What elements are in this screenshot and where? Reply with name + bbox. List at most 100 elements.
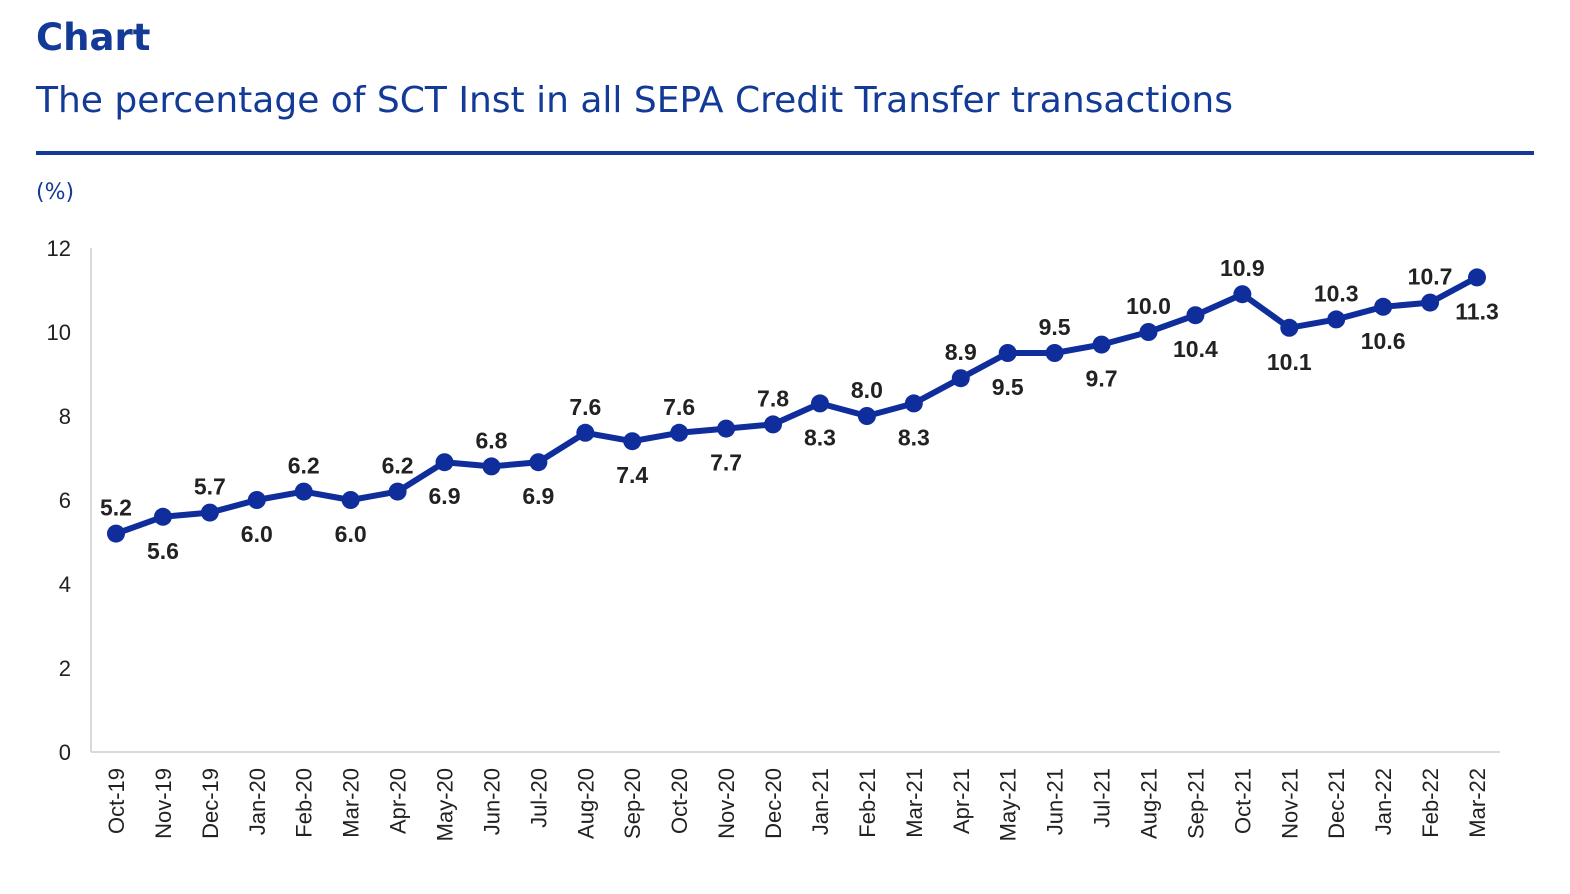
- x-axis-ticks: Oct-19 Nov-19 Dec-19 Jan-20 Feb-20 Mar-20 Apr-…: [104, 768, 1490, 841]
- y-tick-label: 8: [59, 404, 71, 429]
- series-line: [114, 274, 1479, 537]
- data-label: 5.7: [194, 474, 226, 500]
- data-label: 8.0: [851, 377, 883, 403]
- data-label: 7.6: [569, 394, 601, 420]
- data-label: 11.3: [1455, 298, 1499, 324]
- y-tick-label: 2: [59, 656, 71, 681]
- y-axis-unit-label: (%): [36, 180, 75, 205]
- y-tick-label: 0: [59, 740, 71, 765]
- x-tick-label: Feb-22: [1418, 768, 1443, 838]
- y-axis-ticks: 0 2 4 6 8 10 12: [47, 236, 71, 765]
- data-point: [764, 415, 783, 434]
- data-label: 6.2: [382, 453, 414, 479]
- data-label: 8.9: [945, 339, 977, 365]
- x-tick-label: Dec-19: [198, 768, 223, 839]
- x-tick-label: Jan-22: [1371, 768, 1396, 835]
- data-point: [1139, 323, 1158, 341]
- data-point: [529, 453, 548, 472]
- data-label: 6.0: [335, 521, 367, 547]
- x-tick-label: Feb-20: [292, 768, 317, 838]
- x-tick-label: Jun-21: [1043, 768, 1068, 835]
- series-line-group: [107, 268, 1486, 543]
- x-tick-label: Mar-22: [1465, 768, 1490, 838]
- data-point: [717, 419, 736, 438]
- data-label: 10.1: [1267, 349, 1312, 375]
- data-label: 6.9: [429, 483, 461, 509]
- data-point: [1186, 306, 1205, 325]
- x-tick-label: Aug-21: [1136, 768, 1161, 839]
- x-tick-label: Jan-21: [808, 768, 833, 835]
- data-point: [388, 482, 407, 501]
- x-tick-label: Nov-21: [1277, 768, 1302, 839]
- y-tick-label: 6: [59, 488, 71, 513]
- data-point: [904, 394, 923, 413]
- x-tick-label: Oct-19: [104, 768, 129, 834]
- data-point: [1421, 293, 1440, 312]
- data-label: 10.0: [1126, 293, 1171, 319]
- data-label: 7.7: [710, 450, 742, 476]
- data-label: 5.2: [100, 495, 132, 521]
- data-label: 9.5: [1039, 314, 1071, 340]
- data-point: [294, 482, 313, 501]
- data-label: 6.2: [288, 453, 320, 479]
- data-label: 9.5: [992, 374, 1024, 400]
- data-point: [1280, 318, 1299, 337]
- data-point: [435, 453, 454, 472]
- chart-axes: [90, 248, 1500, 753]
- x-tick-label: Apr-20: [386, 768, 411, 834]
- x-tick-label: Apr-21: [949, 768, 974, 834]
- data-point: [200, 503, 219, 522]
- data-label: 8.3: [898, 424, 930, 450]
- data-point: [247, 491, 266, 509]
- data-labels: 5.2 5.6 5.7 6.0 6.2 6.0 6.2 6.9 6.8 6.9 7.6 7.4 7.6 7…: [100, 255, 1499, 564]
- data-point: [341, 491, 360, 509]
- data-label: 10.7: [1408, 264, 1453, 290]
- data-label: 7.4: [616, 462, 648, 488]
- x-tick-label: Nov-19: [151, 768, 176, 839]
- x-tick-label: May-21: [996, 768, 1021, 841]
- x-tick-label: Mar-20: [339, 768, 364, 838]
- x-tick-label: Sep-20: [620, 768, 645, 839]
- x-tick-label: Sep-21: [1183, 768, 1208, 839]
- chart-label: Chart: [36, 16, 151, 59]
- data-point: [857, 407, 876, 425]
- data-point: [1374, 297, 1393, 316]
- data-point: [1327, 310, 1346, 329]
- x-tick-label: Aug-20: [573, 768, 598, 839]
- x-tick-label: Jun-20: [479, 768, 504, 835]
- data-label: 10.3: [1314, 280, 1359, 306]
- x-tick-label: May-20: [433, 768, 458, 841]
- data-point: [623, 432, 642, 451]
- x-tick-label: Oct-21: [1230, 768, 1255, 834]
- data-label: 5.6: [147, 538, 179, 564]
- x-tick-label: Mar-21: [902, 768, 927, 838]
- title-divider: [36, 151, 1534, 155]
- x-tick-label: Jul-20: [526, 768, 551, 828]
- data-label: 6.8: [475, 427, 507, 453]
- x-tick-label: Dec-20: [761, 768, 786, 839]
- data-point: [482, 457, 501, 476]
- data-point: [107, 524, 125, 543]
- chart-title: The percentage of SCT Inst in all SEPA C…: [36, 80, 1233, 121]
- data-label: 10.9: [1220, 255, 1265, 281]
- x-tick-label: Nov-20: [714, 768, 739, 839]
- data-label: 7.8: [757, 385, 789, 411]
- data-point: [1468, 268, 1486, 287]
- data-point: [810, 394, 829, 413]
- x-tick-label: Oct-20: [667, 768, 692, 834]
- data-label: 6.0: [241, 521, 273, 547]
- x-tick-label: Jul-21: [1090, 768, 1115, 828]
- data-label: 10.6: [1361, 328, 1406, 354]
- y-tick-label: 10: [47, 320, 71, 345]
- data-label: 10.4: [1173, 336, 1218, 362]
- data-point: [951, 369, 970, 388]
- data-point: [576, 423, 595, 442]
- data-point: [1092, 335, 1111, 354]
- x-tick-label: Dec-21: [1324, 768, 1349, 839]
- data-point: [670, 423, 689, 442]
- x-tick-label: Jan-20: [245, 768, 270, 835]
- data-label: 7.6: [663, 394, 695, 420]
- data-label: 8.3: [804, 424, 836, 450]
- data-label: 6.9: [522, 483, 554, 509]
